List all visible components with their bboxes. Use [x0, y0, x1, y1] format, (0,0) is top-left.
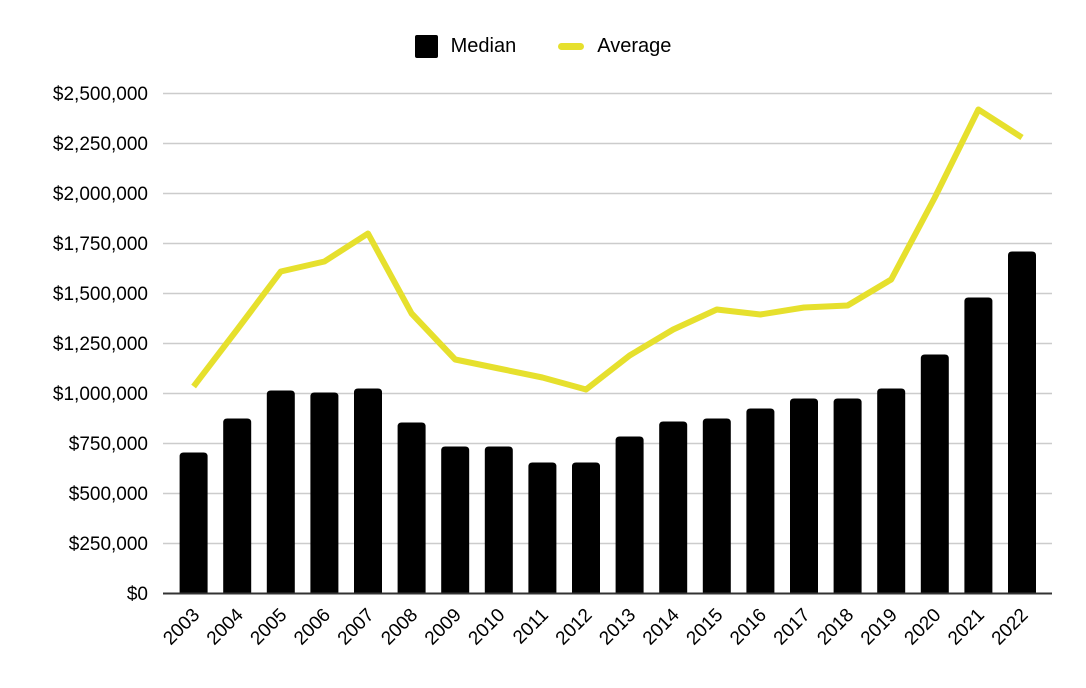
bar-2016[interactable] — [746, 408, 775, 594]
x-tick-label-2011: 2011 — [509, 605, 553, 649]
x-tick-label-2012: 2012 — [552, 605, 597, 650]
y-tick-label: $0 — [127, 584, 148, 605]
y-tick-label: $500,000 — [69, 484, 148, 505]
bar-2010[interactable] — [484, 446, 513, 594]
average-line[interactable] — [191, 106, 1024, 393]
x-tick-label-2007: 2007 — [334, 605, 379, 650]
legend-item-average[interactable]: Average — [558, 36, 671, 56]
average-dash-swatch-icon — [558, 42, 585, 50]
bar-2011[interactable] — [528, 462, 557, 594]
legend-item-median[interactable]: Median — [414, 34, 517, 58]
y-tick-label: $250,000 — [69, 534, 148, 555]
y-tick-label: $2,500,000 — [53, 84, 148, 105]
y-tick-label: $1,000,000 — [53, 384, 148, 405]
bar-2008[interactable] — [397, 422, 426, 594]
x-tick-label-2008: 2008 — [377, 605, 422, 650]
y-tick-label: $2,250,000 — [53, 134, 148, 155]
x-tick-label-2009: 2009 — [421, 605, 466, 650]
legend-label-average: Average — [597, 35, 672, 57]
x-tick-label-2014: 2014 — [639, 604, 684, 649]
x-tick-label-2015: 2015 — [683, 605, 728, 650]
median-square-swatch-icon — [414, 34, 438, 58]
y-tick-label: $1,500,000 — [53, 284, 148, 305]
bar-2022[interactable] — [1008, 251, 1036, 594]
x-tick-label-2016: 2016 — [726, 605, 771, 650]
x-tick-label-2003: 2003 — [159, 605, 204, 650]
bar-2006[interactable] — [310, 392, 339, 594]
x-tick-label-2010: 2010 — [465, 605, 510, 650]
x-tick-label-2019: 2019 — [857, 605, 902, 650]
x-tick-label-2006: 2006 — [290, 605, 335, 650]
bar-2012[interactable] — [572, 462, 600, 594]
legend-label-median: Median — [450, 35, 517, 57]
bar-2018[interactable] — [833, 398, 862, 594]
bar-2020[interactable] — [920, 354, 949, 594]
x-tick-label-2018: 2018 — [813, 605, 858, 650]
y-tick-label: $1,750,000 — [53, 234, 148, 255]
bar-2004[interactable] — [223, 418, 252, 594]
bar-2014[interactable] — [659, 421, 688, 594]
bar-2013[interactable] — [615, 436, 644, 594]
bar-2007[interactable] — [354, 388, 382, 594]
bar-2019[interactable] — [877, 388, 906, 594]
chart-legend: Median Average — [0, 32, 1086, 60]
x-tick-label-2013: 2013 — [595, 605, 640, 650]
x-tick-label-2004: 2004 — [203, 604, 248, 649]
bar-2003[interactable] — [179, 452, 208, 594]
y-tick-label: $2,000,000 — [53, 184, 148, 205]
bar-2005[interactable] — [266, 390, 295, 594]
x-tick-label-2017: 2017 — [770, 605, 815, 650]
x-tick-label-2022: 2022 — [988, 605, 1033, 650]
x-tick-label-2020: 2020 — [901, 605, 946, 650]
y-tick-label: $750,000 — [69, 434, 148, 455]
y-tick-label: $1,250,000 — [53, 334, 148, 355]
x-tick-label-2021: 2021 — [944, 605, 989, 650]
bar-2009[interactable] — [441, 446, 470, 594]
bar-2021[interactable] — [964, 297, 993, 594]
x-tick-label-2005: 2005 — [247, 605, 292, 650]
bar-2015[interactable] — [702, 418, 731, 594]
bar-2017[interactable] — [790, 398, 818, 594]
